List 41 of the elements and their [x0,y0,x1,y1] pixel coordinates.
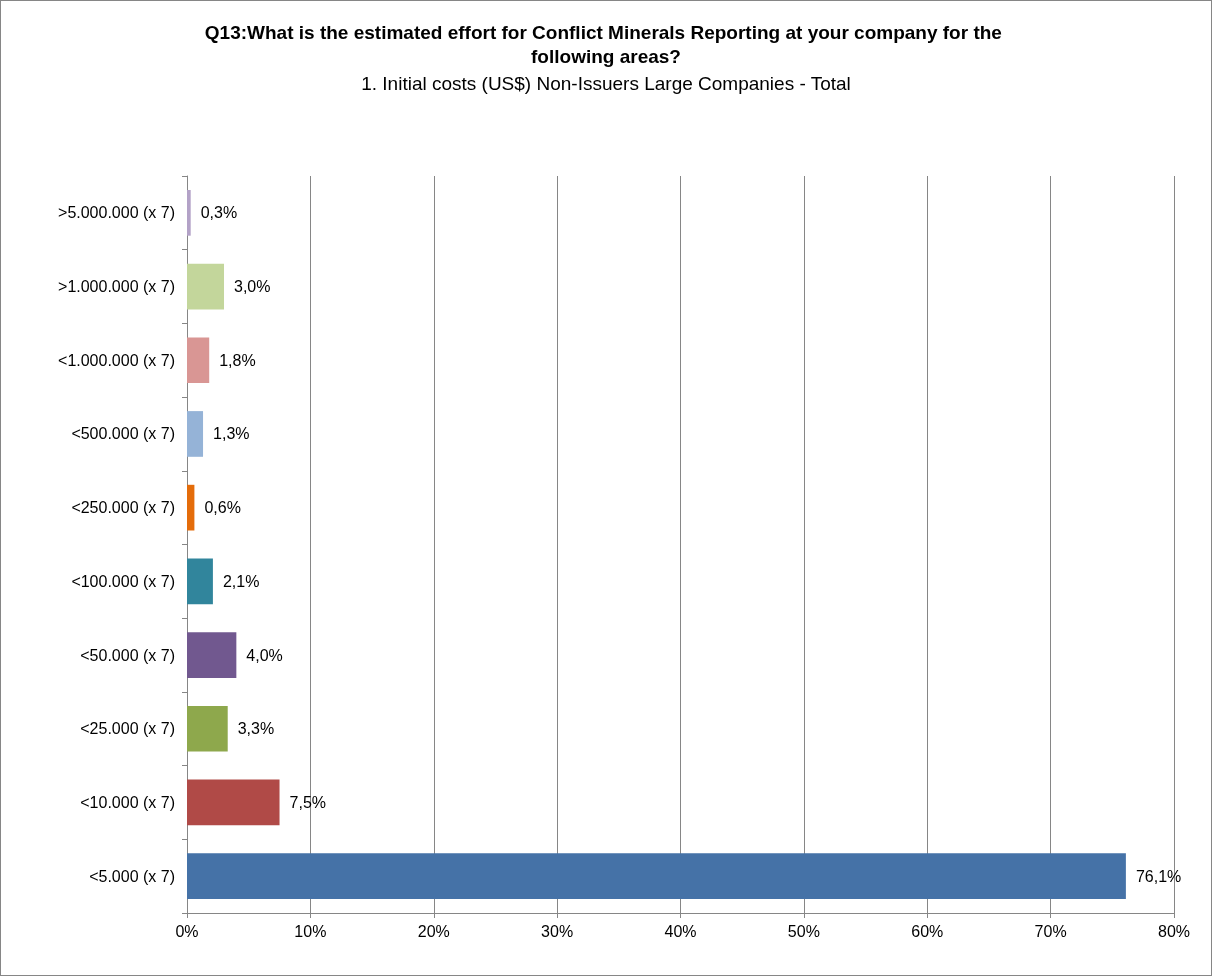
bar [187,484,195,531]
data-label: 1,3% [213,425,250,443]
data-label: 3,3% [237,720,275,738]
data-label: 4,0% [246,646,283,664]
y-tick-label: <1.000.000 (x 7) [58,351,175,369]
x-tick-label: 0% [175,922,199,940]
x-tick-label: 10% [294,922,327,940]
bar [187,337,210,384]
bar [187,263,225,310]
bar [187,632,237,678]
data-label: 0,6% [204,499,241,517]
bar [187,558,213,605]
x-tick-label: 70% [1034,922,1067,940]
y-tick-label: <10.000 (x 7) [80,793,175,811]
y-tick-label: <250.000 (x 7) [71,499,175,517]
y-tick-label: <5.000 (x 7) [89,867,175,885]
y-tick-label: >1.000.000 (x 7) [58,278,175,296]
bar [187,190,191,236]
data-label: 2,1% [222,572,260,590]
bar [187,705,228,752]
y-tick-label: <100.000 (x 7) [71,572,175,590]
chart-subtitle: 1. Initial costs (US$) Non-Issuers Large Companies - Total [361,73,851,94]
data-label: 76,1% [1135,867,1182,885]
data-label: 3,0% [234,278,271,296]
x-tick-label: 80% [1157,922,1191,940]
bar [187,853,1126,899]
y-tick-label: >5.000.000 (x 7) [58,204,175,222]
bar [187,779,280,826]
x-tick-label: 50% [787,922,820,940]
bar [187,411,204,457]
x-tick-label: 20% [417,922,450,940]
x-tick-label: 60% [911,922,944,940]
x-tick-label: 40% [664,922,697,940]
y-tick-label: <25.000 (x 7) [80,720,175,738]
data-label: 1,8% [219,351,256,369]
data-label: 0,3% [200,204,238,222]
x-tick-label: 30% [541,922,574,940]
chart-title: Q13:What is the estimated effort for Conflict Minerals Reporting at your company for the following areas? [204,21,1008,67]
y-tick-label: <50.000 (x 7) [80,646,175,664]
y-tick-label: <500.000 (x 7) [71,425,175,443]
data-label: 7,5% [289,793,326,811]
